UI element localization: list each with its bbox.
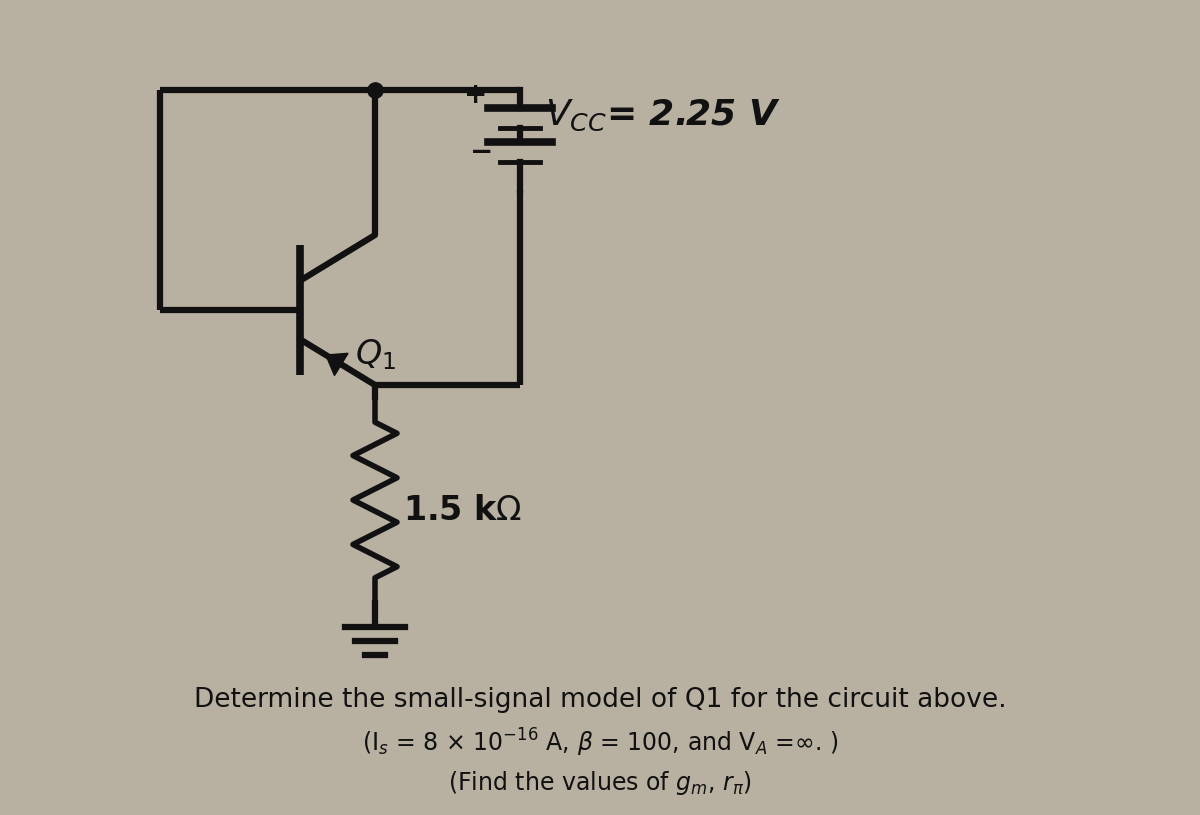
Text: (I$_s$ = 8 $\times$ 10$^{-16}$ A, $\beta$ = 100, and V$_A$ =$\infty$. ): (I$_s$ = 8 $\times$ 10$^{-16}$ A, $\beta…: [361, 727, 839, 759]
Text: $Q_1$: $Q_1$: [355, 337, 396, 372]
Polygon shape: [326, 354, 348, 376]
Text: $V_{CC}$= 2.25 V: $V_{CC}$= 2.25 V: [545, 97, 781, 133]
Text: Determine the small-signal model of Q1 for the circuit above.: Determine the small-signal model of Q1 f…: [193, 687, 1007, 713]
Text: 1.5 k$\Omega$: 1.5 k$\Omega$: [403, 494, 522, 526]
Text: −: −: [470, 138, 493, 166]
Text: (Find the values of $g_m$, $r_\pi$): (Find the values of $g_m$, $r_\pi$): [448, 769, 752, 797]
Text: +: +: [464, 81, 487, 109]
